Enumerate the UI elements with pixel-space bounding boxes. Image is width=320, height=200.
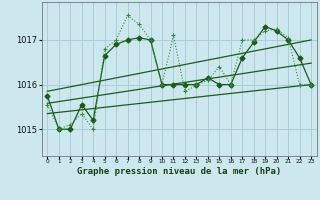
X-axis label: Graphe pression niveau de la mer (hPa): Graphe pression niveau de la mer (hPa): [77, 167, 281, 176]
